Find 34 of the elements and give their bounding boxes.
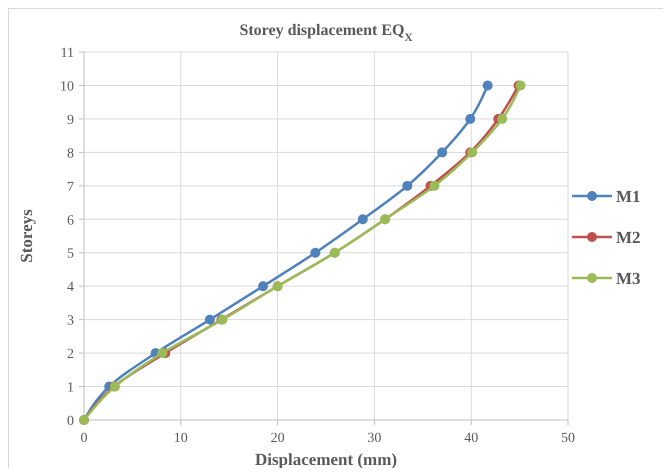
point [482,80,493,90]
x-tick-label: 0 [80,431,88,446]
legend-label: M2 [616,228,641,247]
y-tick-label: 0 [67,414,74,429]
y-tick-label: 11 [60,46,74,61]
point [497,114,508,124]
y-axis-title: Storeys [17,208,36,263]
x-tick-label: 10 [174,431,188,446]
y-tick-label: 4 [67,280,74,296]
y-tick-label: 3 [67,314,74,329]
x-tick-label: 20 [270,431,285,446]
point [429,180,440,191]
point [358,214,368,224]
y-tick-label: 5 [67,246,74,262]
legend-label: M3 [616,269,641,288]
point [157,348,168,358]
y-tick-label: 2 [67,347,74,362]
y-tick-label: 8 [67,146,74,162]
legend-label: M1 [616,187,641,206]
point [204,314,215,325]
point [258,281,268,292]
y-tick-label: 9 [67,112,74,128]
y-tick-label: 6 [67,213,74,228]
x-tick-label: 50 [561,431,575,446]
x-tick-label: 30 [367,431,382,446]
point [465,114,476,124]
point [437,147,448,158]
x-tick-label: 40 [464,431,478,446]
chart-title: Storey displacement EQ$_{X}$ [239,22,413,44]
y-tick-label: 7 [67,180,74,195]
y-tick-label: 1 [67,380,74,396]
y-tick-label: 10 [60,79,74,94]
point [402,180,412,191]
point [310,248,320,258]
